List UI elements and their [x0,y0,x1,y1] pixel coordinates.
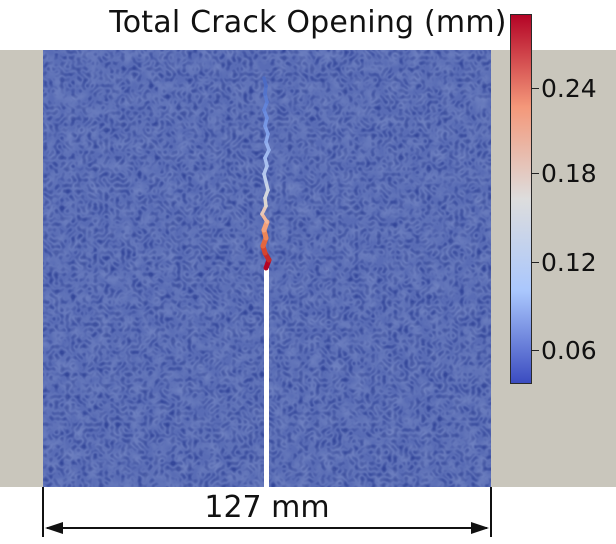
crack-segment [262,76,268,88]
colorbar-label: 0.06 [541,336,597,365]
crack-path [260,76,272,271]
dimension-label: 127 mm [204,490,330,525]
plot-title: Total Crack Opening (mm) [109,5,507,40]
dimension-line [42,487,492,537]
colorbar-tick [531,88,539,89]
colorbar-tick [531,173,539,174]
colorbar-label: 0.24 [541,74,597,103]
notch [264,268,269,487]
concrete-specimen [43,50,491,487]
colorbar [510,14,532,384]
colorbar-tick [531,350,539,351]
colorbar-tick [531,262,539,263]
colorbar-label: 0.18 [541,159,597,188]
colorbar-label: 0.12 [541,248,597,277]
